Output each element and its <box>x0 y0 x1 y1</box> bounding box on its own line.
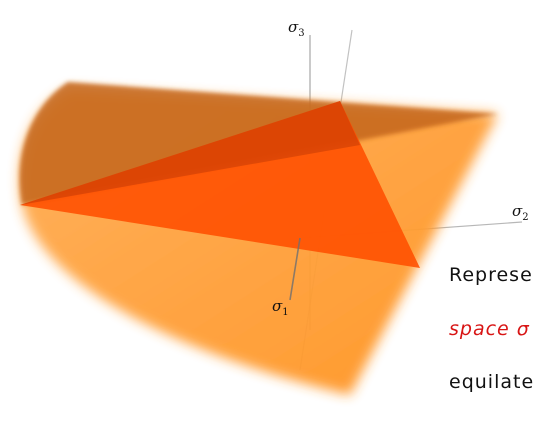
sigma-2-label: σ2 <box>512 202 529 223</box>
caption-line-2-highlight: space σ <box>449 318 530 340</box>
sigma-3-label: σ3 <box>288 18 305 39</box>
sigma-1-symbol: σ <box>272 297 283 315</box>
sigma-1-label: σ1 <box>272 297 289 318</box>
sigma-3-symbol: σ <box>288 18 299 36</box>
sigma-3-subscript: 3 <box>298 28 304 39</box>
sigma-1-subscript: 1 <box>282 307 288 318</box>
caption-line-1: Represe <box>449 264 533 286</box>
sigma-2-subscript: 2 <box>522 212 528 223</box>
sigma-1-axis <box>289 237 301 301</box>
triangle-upper-face <box>20 101 360 205</box>
sigma-2-symbol: σ <box>512 202 523 220</box>
caption-line-3: equilate <box>449 371 535 393</box>
